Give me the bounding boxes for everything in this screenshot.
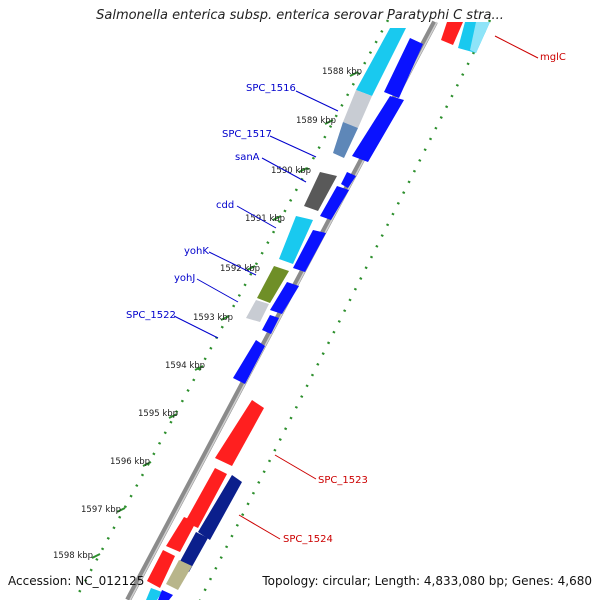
- genome-title: Salmonella enterica subsp. enterica sero…: [96, 8, 504, 23]
- gene-label-connector: [238, 514, 281, 540]
- gene-cdd: [279, 216, 313, 264]
- gene-label: SPC_1523: [318, 475, 368, 486]
- gene-spc-1516-cyan: [356, 28, 406, 96]
- kbp-label: 1595 kbp: [138, 409, 178, 419]
- gene-spc-1516-light: [343, 90, 372, 128]
- gene-label-connector: [295, 90, 339, 112]
- kbp-label: 1597 kbp: [81, 505, 121, 515]
- forward-top-genes: [441, 22, 490, 53]
- gene-label: SPC_1517: [222, 129, 272, 140]
- gene-blue-6: [270, 282, 299, 314]
- kbp-tick-mark: [194, 365, 204, 371]
- kbp-label: 1596 kbp: [110, 457, 150, 467]
- gene-red-top: [441, 22, 463, 45]
- gene-labels: mglC SPC_1516 SPC_1517 sanA cdd yohK yohJ SPC_1…: [126, 35, 566, 545]
- gene-blue-8: [233, 340, 265, 384]
- gene-label-connector: [274, 454, 317, 480]
- kbp-label: 1593 kbp: [193, 313, 233, 323]
- gene-khaki-lower: [166, 560, 192, 590]
- gene-label: yohJ: [174, 273, 195, 284]
- gene-blue-7: [262, 315, 279, 334]
- kbp-tick-mark: [116, 507, 126, 513]
- kbp-label: 1592 kbp: [220, 264, 260, 274]
- gene-red-lower-3: [147, 550, 175, 588]
- gene-mglc-shade: [470, 22, 490, 53]
- gene-label: SPC_1516: [246, 83, 296, 94]
- gene-red-lower-1: [185, 468, 227, 528]
- outer-scale-line: [198, 19, 492, 600]
- kbp-tick-mark: [168, 413, 178, 419]
- kbp-tick-mark: [246, 265, 256, 271]
- kbp-tick-mark: [349, 71, 359, 77]
- kbp-labels: 1588 kbp 1589 kbp 1590 kbp 1591 kbp 1592 kbp…: [53, 67, 362, 561]
- kbp-label: 1589 kbp: [296, 116, 336, 126]
- reverse-genes-outer: [246, 28, 406, 322]
- gene-red-lower-2: [166, 517, 196, 552]
- gene-navy-lower: [178, 532, 208, 572]
- gene-label-connector: [261, 157, 307, 183]
- gene-label: SPC_1524: [283, 534, 333, 545]
- kbp-tick-mark: [91, 553, 101, 559]
- gene-blue-bottom: [158, 590, 173, 600]
- gene-blue-4: [320, 186, 349, 220]
- gene-label-connector: [173, 315, 219, 339]
- gene-blue-3: [341, 172, 356, 188]
- gene-label-connector: [208, 251, 257, 276]
- genome-summary-text: Topology: circular; Length: 4,833,080 bp…: [262, 574, 592, 588]
- gene-blue-5: [293, 230, 326, 272]
- kbp-label: 1591 kbp: [245, 214, 285, 224]
- accession-text: Accession: NC_012125: [8, 574, 145, 588]
- tick-marks: [91, 71, 359, 559]
- gene-yohj: [246, 300, 269, 322]
- gene-spc-1523: [215, 400, 264, 466]
- gene-label-connector: [494, 35, 539, 59]
- kbp-tick-mark: [142, 461, 152, 467]
- gene-label-connector: [196, 278, 239, 303]
- gene-spc-1517: [333, 122, 358, 158]
- kbp-tick-mark: [220, 315, 230, 321]
- gene-label: cdd: [216, 200, 234, 211]
- kbp-tick-mark: [272, 215, 282, 221]
- reverse-genes-blue: [233, 38, 423, 384]
- gene-label: SPC_1522: [126, 310, 176, 321]
- kbp-label: 1594 kbp: [165, 361, 205, 371]
- gene-yohk: [257, 266, 289, 303]
- gene-spc-1524: [198, 475, 242, 540]
- inner-scale-line: [73, 19, 390, 600]
- gene-label: sanA: [235, 152, 260, 163]
- kbp-tick-mark: [324, 119, 334, 125]
- kbp-label: 1598 kbp: [53, 551, 93, 561]
- kbp-label: 1588 kbp: [322, 67, 362, 77]
- kbp-tick-mark: [298, 167, 308, 173]
- gene-cyan-bottom: [146, 588, 162, 600]
- gene-sana: [304, 172, 337, 211]
- gene-label: mglC: [540, 52, 566, 63]
- kbp-label: 1590 kbp: [271, 166, 311, 176]
- gene-label: yohK: [184, 246, 209, 257]
- forward-bottom-genes: [146, 400, 264, 600]
- gene-label-connector: [236, 205, 277, 229]
- gene-blue-1: [384, 38, 423, 98]
- gene-label-connector: [269, 135, 317, 158]
- gene-blue-2: [352, 96, 404, 162]
